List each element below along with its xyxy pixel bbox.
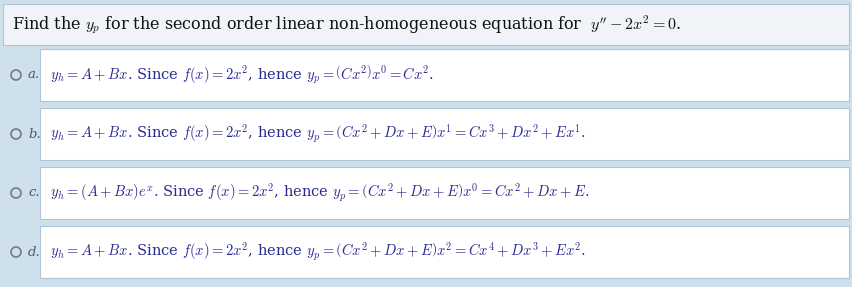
FancyBboxPatch shape — [40, 108, 849, 160]
Text: $y_h = (A + Bx)e^x$. Since $f(x) = 2x^2$, hence $y_p = \left(Cx^2 + Dx + E\right: $y_h = (A + Bx)e^x$. Since $f(x) = 2x^2$… — [50, 182, 590, 204]
FancyBboxPatch shape — [40, 49, 849, 101]
Text: c.: c. — [28, 187, 40, 199]
Text: d.: d. — [28, 245, 41, 259]
FancyBboxPatch shape — [3, 4, 849, 45]
Text: $y_h = A + Bx$. Since $f(x) = 2x^2$, hence $y_p = \left(Cx^2 + Dx + E\right)x^2 : $y_h = A + Bx$. Since $f(x) = 2x^2$, hen… — [50, 241, 586, 263]
Text: Find the $y_p$ for the second order linear non-homogeneous equation for  $y'' - : Find the $y_p$ for the second order line… — [12, 13, 681, 36]
Text: $y_h = A + Bx$. Since $f(x) = 2x^2$, hence $y_p = \left(Cx^2\right)x^0 = Cx^2$.: $y_h = A + Bx$. Since $f(x) = 2x^2$, hen… — [50, 64, 434, 86]
FancyBboxPatch shape — [40, 167, 849, 219]
Text: b.: b. — [28, 127, 41, 141]
Text: $y_h = A + Bx$. Since $f(x) = 2x^2$, hence $y_p = \left(Cx^2 + Dx + E\right)x^1 : $y_h = A + Bx$. Since $f(x) = 2x^2$, hen… — [50, 123, 586, 145]
FancyBboxPatch shape — [40, 226, 849, 278]
Text: a.: a. — [28, 69, 40, 82]
